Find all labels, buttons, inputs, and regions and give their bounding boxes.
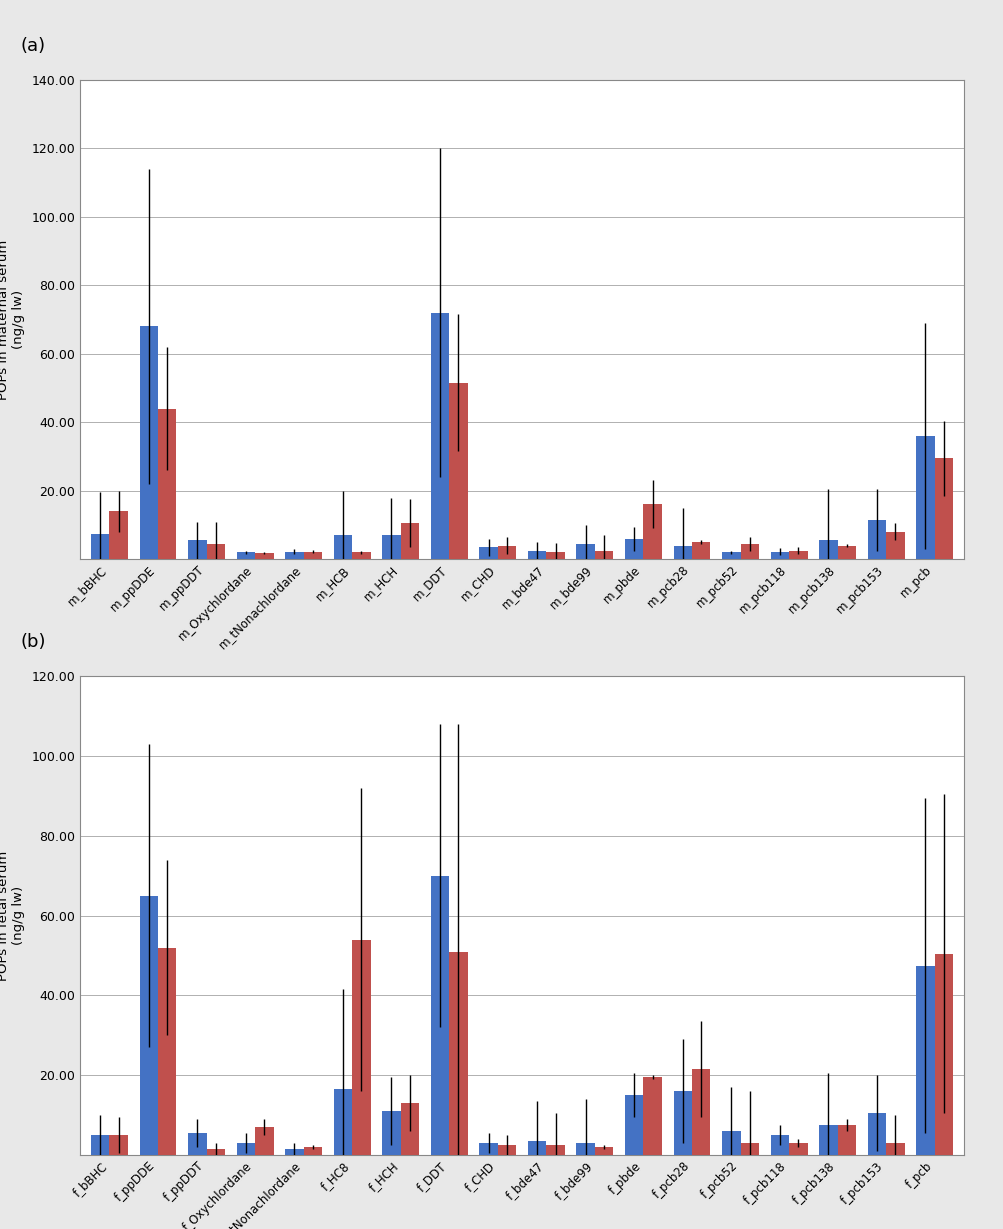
Bar <box>886 1143 904 1155</box>
Bar <box>643 1078 661 1155</box>
Bar <box>916 966 934 1155</box>
Bar <box>837 1126 856 1155</box>
Bar <box>576 1143 595 1155</box>
Bar <box>237 552 255 559</box>
Bar <box>643 504 661 559</box>
Bar <box>673 546 691 559</box>
Bar <box>546 1145 565 1155</box>
Bar <box>837 546 856 559</box>
Bar <box>400 524 418 559</box>
Bar <box>770 552 788 559</box>
Bar <box>788 1143 806 1155</box>
Bar <box>139 327 157 559</box>
Bar <box>285 552 303 559</box>
Bar <box>188 1133 207 1155</box>
Bar <box>237 1143 255 1155</box>
Bar <box>207 543 225 559</box>
Text: (b): (b) <box>20 633 45 651</box>
Bar <box>430 875 448 1155</box>
Bar <box>528 1142 546 1155</box>
Bar <box>740 543 758 559</box>
Bar <box>818 541 837 559</box>
Bar <box>721 552 740 559</box>
Text: (a): (a) <box>20 37 45 55</box>
Bar <box>478 1143 497 1155</box>
Bar <box>448 951 467 1155</box>
Bar <box>595 551 613 559</box>
Bar <box>91 533 109 559</box>
Bar <box>400 1104 418 1155</box>
Bar <box>382 536 400 559</box>
Bar <box>255 1127 273 1155</box>
Bar <box>91 1136 109 1155</box>
Bar <box>740 1143 758 1155</box>
Legend: Normal, Delayed: Normal, Delayed <box>416 726 627 753</box>
Y-axis label: POPs in fetal serum
(ng/g lw): POPs in fetal serum (ng/g lw) <box>0 850 25 981</box>
Bar <box>673 1091 691 1155</box>
Bar <box>934 954 952 1155</box>
Bar <box>528 551 546 559</box>
Bar <box>770 1136 788 1155</box>
Bar <box>303 552 322 559</box>
Bar <box>109 1136 127 1155</box>
Bar <box>430 312 448 559</box>
Bar <box>255 553 273 559</box>
Bar <box>333 1089 352 1155</box>
Bar <box>788 551 806 559</box>
Bar <box>721 1131 740 1155</box>
Bar <box>916 436 934 559</box>
Bar <box>625 538 643 559</box>
Bar <box>207 1149 225 1155</box>
Bar <box>382 1111 400 1155</box>
Bar <box>818 1126 837 1155</box>
Bar <box>595 1148 613 1155</box>
Bar <box>886 532 904 559</box>
Bar <box>352 552 370 559</box>
Bar <box>333 536 352 559</box>
Bar <box>546 552 565 559</box>
Bar <box>448 383 467 559</box>
Y-axis label: POPs in maternal serum
(ng/g lw): POPs in maternal serum (ng/g lw) <box>0 240 25 399</box>
Bar <box>157 948 177 1155</box>
Bar <box>352 939 370 1155</box>
Bar <box>139 896 157 1155</box>
Bar <box>691 1069 710 1155</box>
Bar <box>285 1149 303 1155</box>
Bar <box>188 541 207 559</box>
Bar <box>934 458 952 559</box>
Bar <box>109 511 127 559</box>
Bar <box>867 1113 886 1155</box>
Bar <box>497 546 516 559</box>
Bar <box>867 520 886 559</box>
Bar <box>303 1148 322 1155</box>
Bar <box>157 408 177 559</box>
Bar <box>691 542 710 559</box>
Bar <box>576 543 595 559</box>
Bar <box>478 547 497 559</box>
Bar <box>497 1145 516 1155</box>
Bar <box>625 1095 643 1155</box>
